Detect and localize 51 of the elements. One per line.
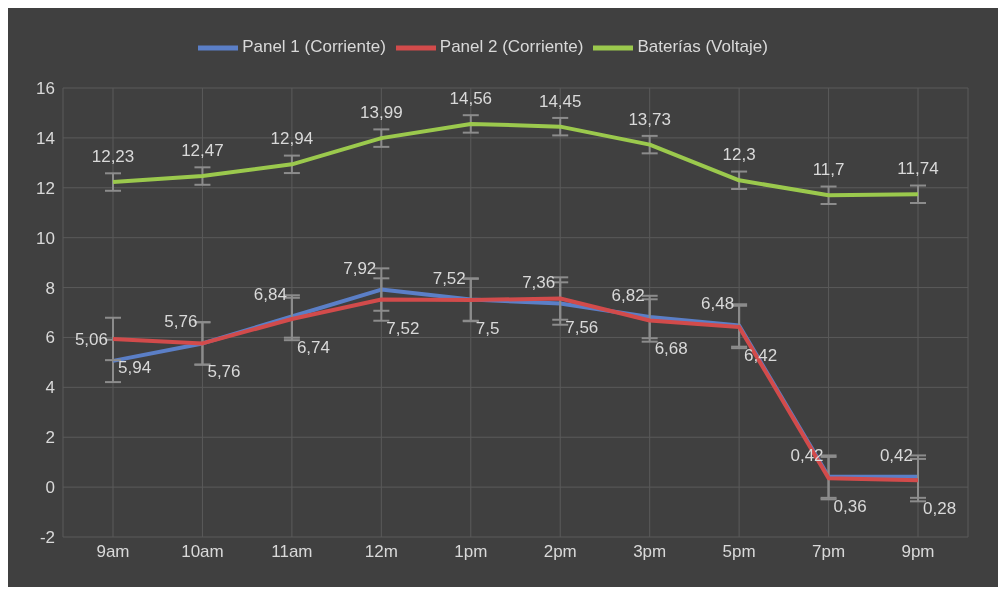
x-tick-label: 2pm bbox=[543, 542, 577, 562]
y-tick-label: 8 bbox=[45, 278, 55, 298]
y-tick-label: 4 bbox=[45, 378, 55, 398]
y-tick-label: -2 bbox=[39, 528, 55, 548]
x-tick-label: 9pm bbox=[901, 542, 935, 562]
data-label: 6,48 bbox=[701, 294, 735, 314]
data-label: 7,56 bbox=[565, 317, 599, 337]
x-tick-label: 9am bbox=[96, 542, 130, 562]
data-label: 13,99 bbox=[360, 103, 403, 123]
data-label: 7,36 bbox=[522, 272, 556, 292]
x-tick-label: 10am bbox=[181, 542, 224, 562]
legend-label: Panel 1 (Corriente) bbox=[242, 37, 386, 57]
data-label: 12,47 bbox=[181, 141, 224, 161]
y-tick-label: 2 bbox=[45, 428, 55, 448]
data-label: 5,76 bbox=[164, 312, 198, 332]
data-label: 7,52 bbox=[432, 268, 466, 288]
data-label: 6,68 bbox=[654, 339, 688, 359]
x-tick-label: 5pm bbox=[722, 542, 756, 562]
data-label: 7,92 bbox=[343, 258, 377, 278]
data-label: 14,45 bbox=[538, 91, 582, 111]
data-label: 7,52 bbox=[386, 318, 420, 338]
x-tick-label: 3pm bbox=[633, 542, 667, 562]
data-label: 11,74 bbox=[897, 159, 939, 179]
x-tick-label: 11am bbox=[271, 542, 313, 562]
data-label: 12,3 bbox=[722, 145, 756, 165]
y-tick-label: 12 bbox=[36, 178, 55, 198]
y-tick-label: 0 bbox=[45, 478, 55, 498]
data-label: 14,56 bbox=[449, 88, 493, 108]
data-label: 5,06 bbox=[74, 329, 108, 349]
y-tick-label: 14 bbox=[36, 128, 55, 148]
x-tick-label: 12m bbox=[364, 542, 398, 562]
data-label: 0,28 bbox=[923, 499, 957, 519]
data-label: 11,7 bbox=[812, 160, 845, 180]
legend-label: Baterías (Voltaje) bbox=[637, 37, 768, 57]
data-label: 7,5 bbox=[475, 319, 500, 339]
data-label: 5,76 bbox=[207, 362, 241, 382]
data-label: 6,74 bbox=[296, 337, 330, 357]
data-label: 13,73 bbox=[628, 109, 671, 129]
data-label: 0,42 bbox=[879, 445, 913, 465]
data-label: 5,94 bbox=[118, 357, 152, 377]
data-label: 12,23 bbox=[91, 147, 135, 167]
data-label: 6,82 bbox=[611, 285, 645, 305]
y-tick-label: 16 bbox=[36, 79, 55, 99]
x-tick-label: 1pm bbox=[454, 542, 488, 562]
y-tick-label: 10 bbox=[36, 228, 55, 248]
y-tick-label: 6 bbox=[45, 328, 55, 348]
data-label: 0,36 bbox=[833, 497, 867, 517]
legend-label: Panel 2 (Corriente) bbox=[439, 37, 584, 57]
data-label: 6,84 bbox=[253, 285, 287, 305]
x-tick-label: 7pm bbox=[812, 542, 846, 562]
data-label: 12,94 bbox=[270, 129, 314, 149]
